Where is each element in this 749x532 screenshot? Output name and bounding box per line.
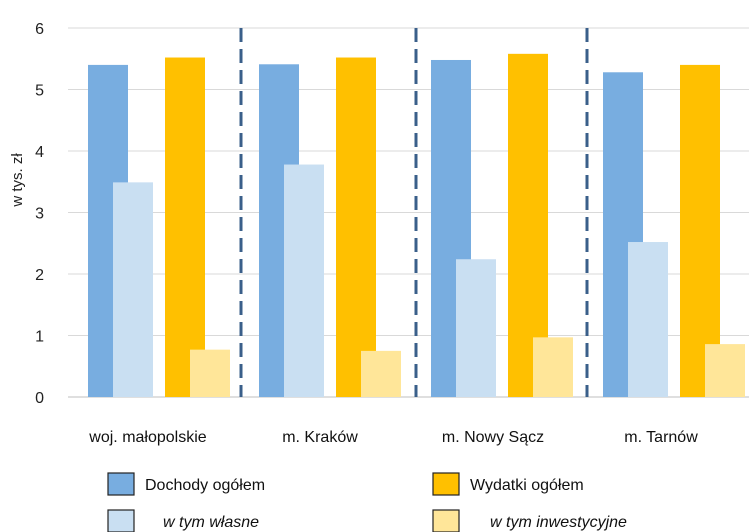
bar-wydatki-ogolem: [336, 57, 376, 398]
category-separators: [239, 28, 589, 397]
legend-label: w tym własne: [163, 514, 259, 531]
x-category-label: m. Tarnów: [624, 429, 698, 446]
y-tick-label: 6: [35, 21, 44, 38]
legend-swatch: [107, 472, 135, 496]
legend-label: Wydatki ogółem: [470, 477, 584, 494]
bar-w-tym-wlasne: [284, 164, 324, 397]
legend-swatch: [432, 472, 460, 496]
y-axis-title: w tys. zł: [9, 153, 26, 208]
bar-w-tym-wlasne: [113, 182, 153, 397]
bar-w-tym-inwestycyjne: [705, 344, 745, 397]
y-tick-label: 5: [35, 83, 44, 100]
y-tick-label: 4: [35, 144, 44, 161]
legend-label: Dochody ogółem: [145, 477, 265, 494]
bar-w-tym-wlasne: [628, 242, 668, 397]
y-tick-label: 2: [35, 267, 44, 284]
bar-wydatki-ogolem: [165, 57, 205, 398]
bar-w-tym-inwestycyjne: [533, 337, 573, 397]
y-tick-label: 3: [35, 206, 44, 223]
bar-w-tym-inwestycyjne: [361, 350, 401, 397]
x-category-label: m. Nowy Sącz: [442, 429, 544, 446]
y-tick-label: 1: [35, 329, 44, 346]
legend-label: w tym inwestycyjne: [490, 514, 627, 531]
bar-w-tym-wlasne: [456, 259, 496, 397]
bar-wydatki-ogolem: [680, 64, 720, 398]
bar-w-tym-inwestycyjne: [190, 349, 230, 397]
legend-swatch: [107, 509, 135, 532]
bars: [88, 53, 745, 398]
legend-swatch: [432, 509, 460, 532]
y-tick-label: 0: [35, 390, 44, 407]
x-axis-categories: woj. małopolskie m. Kraków m. Nowy Sącz m. …: [88, 429, 698, 446]
legend: Dochody ogółem Wydatki ogółem w tym własne…: [107, 472, 627, 532]
x-category-label: m. Kraków: [282, 429, 358, 446]
x-category-label: woj. małopolskie: [88, 429, 206, 446]
y-axis-ticks: 0 1 2 3 4 5 6: [35, 21, 44, 407]
